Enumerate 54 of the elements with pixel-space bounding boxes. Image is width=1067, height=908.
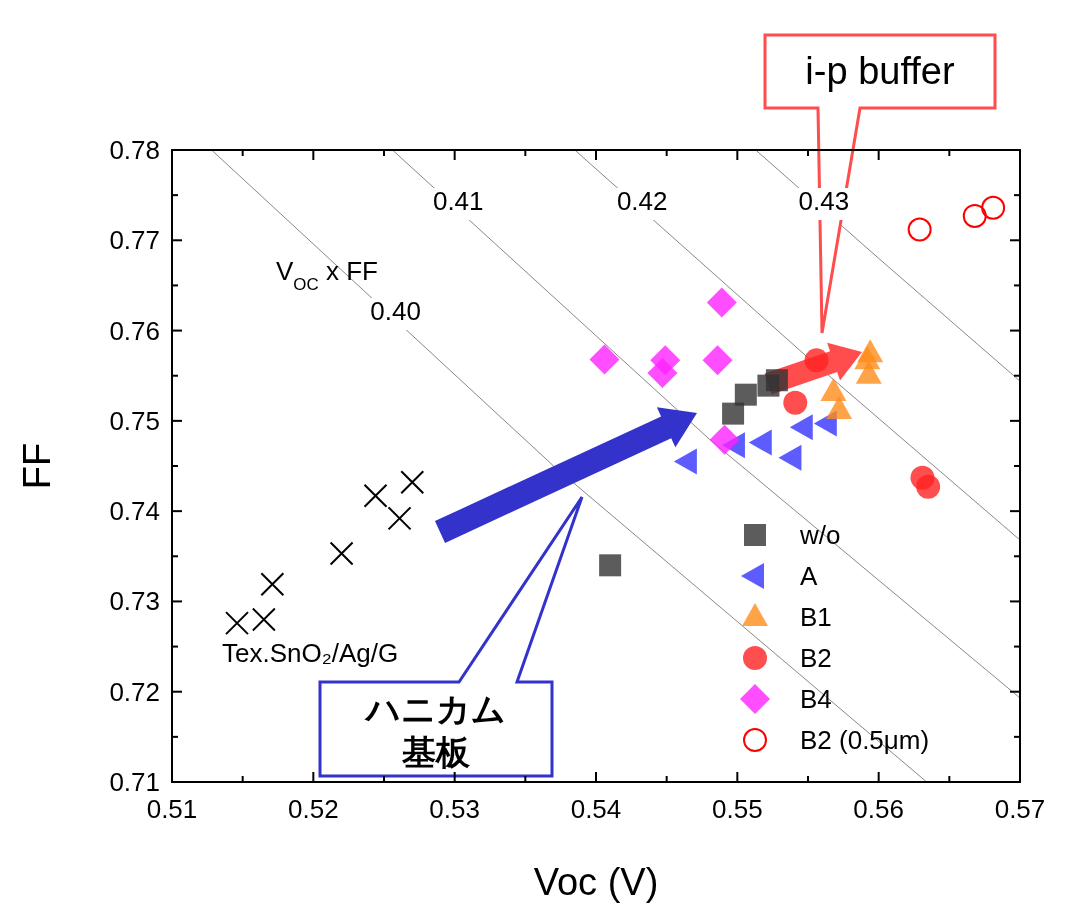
x-tick-label: 0.51	[146, 794, 198, 824]
legend-label: w/o	[799, 520, 841, 550]
series-label: 0.42	[616, 186, 668, 216]
y-tick-label: 0.78	[109, 135, 160, 165]
point	[702, 345, 733, 376]
y-tick-label: 0.75	[109, 405, 160, 436]
legend-label: B2	[800, 643, 832, 673]
y-tick-label: 0.76	[109, 315, 160, 346]
x-tick-label: 0.53	[429, 794, 480, 824]
y-tick-label: 0.73	[109, 586, 160, 617]
x-axis-title: Voc (V)	[533, 861, 659, 903]
point	[706, 287, 737, 318]
point	[962, 203, 987, 228]
point	[647, 358, 678, 389]
y-tick-label: 0.71	[109, 767, 160, 797]
text: i-p buffer	[805, 50, 955, 92]
annotation: Tex.SnO₂/Ag/G	[222, 638, 399, 668]
point	[400, 470, 425, 495]
annotation: ハニカム	[364, 689, 506, 729]
x-tick-label: 0.57	[994, 794, 1046, 824]
legend-label: A	[800, 561, 818, 591]
series-label: 0.40	[370, 296, 421, 326]
point	[589, 344, 620, 375]
point	[260, 572, 285, 597]
legend-label: B2 (0.5μm)	[800, 725, 930, 755]
legend-label: B1	[800, 602, 832, 632]
point	[826, 396, 853, 420]
x-tick-label: 0.56	[853, 794, 904, 824]
x-tick-label: 0.55	[712, 794, 763, 824]
series-label: 0.43	[798, 186, 850, 216]
point	[251, 607, 276, 632]
annotation: 基板	[401, 732, 471, 772]
y-tick-label: 0.72	[109, 676, 160, 707]
point	[783, 390, 808, 415]
y-tick-label: 0.74	[109, 496, 160, 527]
point	[329, 541, 354, 566]
point	[363, 483, 388, 508]
x-tick-label: 0.54	[570, 794, 622, 824]
series-label: 0.41	[432, 186, 484, 216]
point	[387, 506, 412, 531]
point	[981, 195, 1006, 220]
x-tick-label: 0.52	[288, 794, 339, 824]
annotation: V$_{OC}$ x FF	[276, 256, 378, 294]
y-tick-label: 0.77	[109, 225, 160, 256]
y-axis-title: FF	[16, 442, 58, 490]
point	[907, 217, 932, 242]
point	[722, 402, 745, 425]
point	[599, 554, 622, 577]
legend-label: B4	[800, 684, 832, 714]
point	[916, 474, 941, 499]
point	[709, 424, 740, 455]
point	[734, 383, 757, 406]
point	[765, 369, 788, 392]
point	[225, 611, 250, 636]
